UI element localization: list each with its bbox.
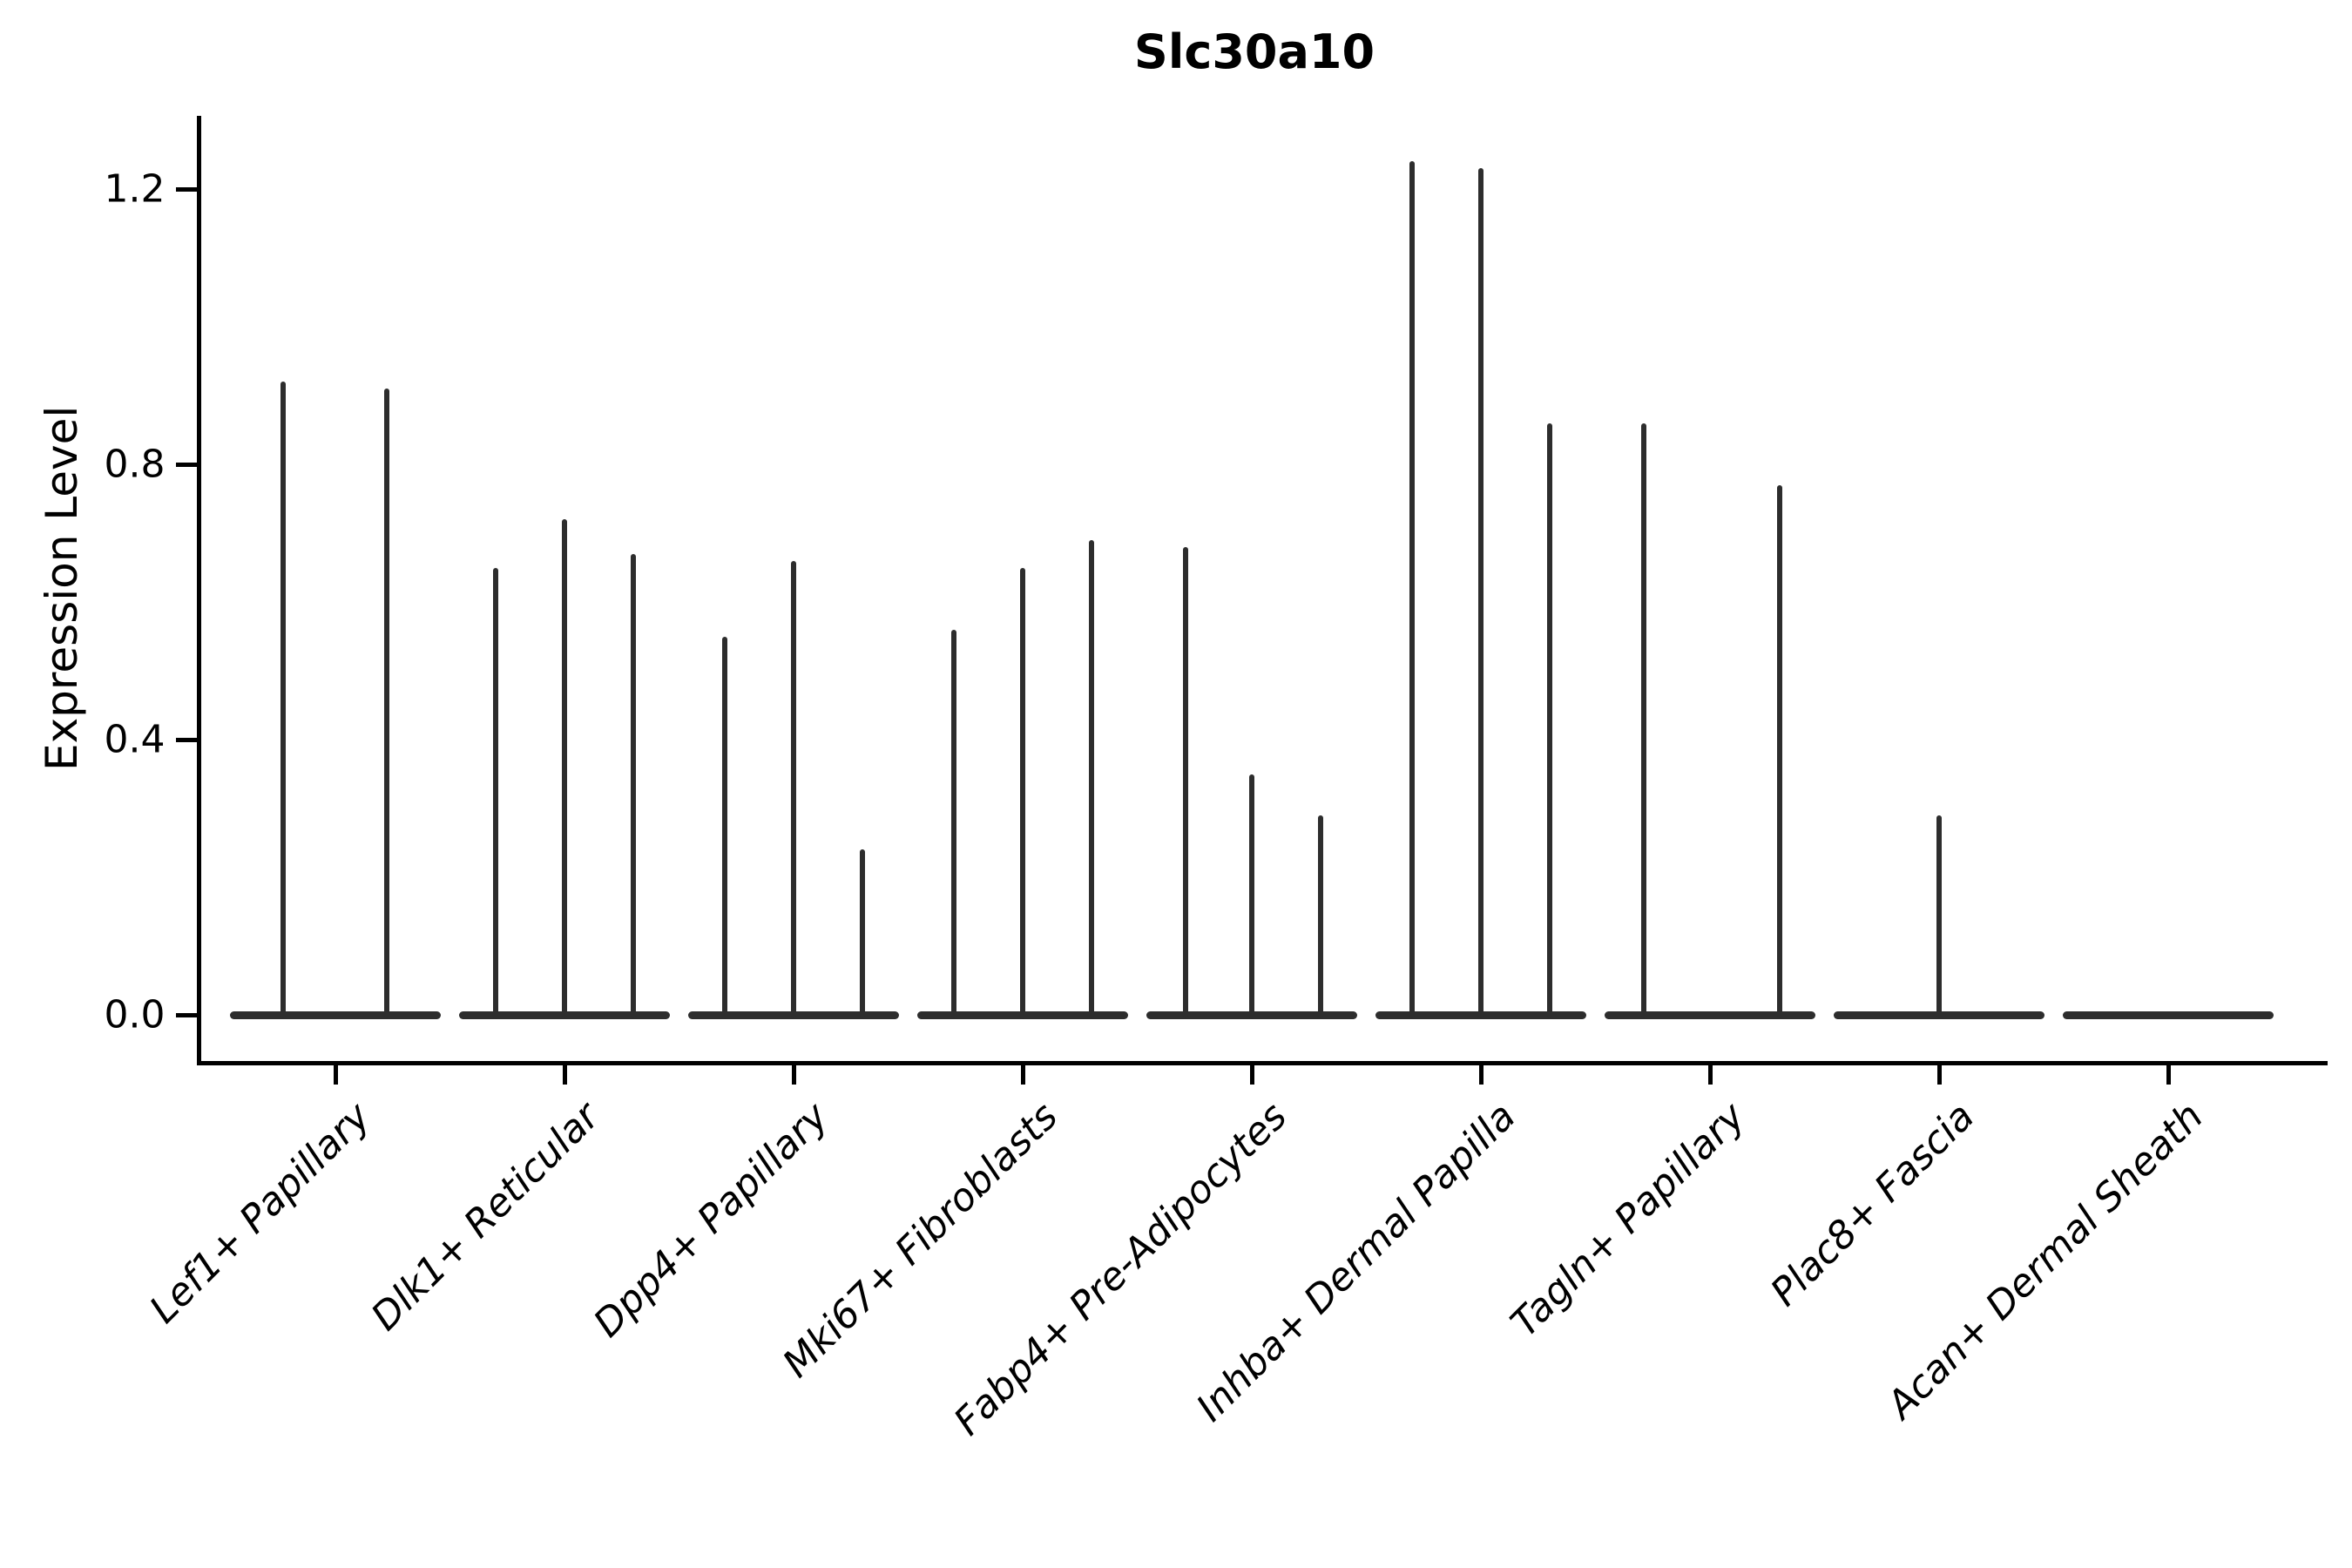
plot-title: Slc30a10 (1133, 24, 1375, 79)
x-tick-mark (1020, 1065, 1025, 1085)
y-tick-label: 0.4 (104, 717, 166, 762)
y-axis-label: Expression Level (37, 405, 87, 771)
violin-spike (280, 382, 286, 1019)
x-tick-mark (1478, 1065, 1484, 1085)
y-tick-label: 1.2 (104, 166, 166, 212)
violin-spike (1409, 161, 1415, 1019)
violin-spike (860, 849, 865, 1019)
violin-spike (1641, 422, 1646, 1019)
violin-spike (1936, 814, 1942, 1019)
x-axis-spine (196, 1061, 2328, 1065)
violin-base (2063, 1010, 2274, 1019)
y-tick-mark (175, 1012, 197, 1017)
violin-spike (384, 389, 389, 1019)
violin-base (1605, 1010, 1815, 1019)
x-tick-label: Plac8+ Fascia (1761, 1094, 1984, 1315)
x-tick-label: Lef1+ Papillary (141, 1094, 380, 1333)
violin-base (230, 1010, 441, 1019)
violin-spike (1547, 422, 1552, 1019)
x-tick-mark (1936, 1065, 1942, 1085)
violin-spike (1183, 546, 1188, 1019)
x-tick-label: Dpp4+ Papillary (585, 1094, 838, 1347)
x-tick-mark (333, 1065, 338, 1085)
violin-spike (1020, 567, 1025, 1019)
x-tick-mark (1249, 1065, 1254, 1085)
x-tick-label: Dlk1+ Reticular (362, 1094, 609, 1340)
y-tick-label: 0.0 (104, 992, 166, 1037)
violin-spike (493, 567, 498, 1019)
violin-spike (951, 629, 956, 1019)
y-tick-mark (175, 186, 197, 192)
x-tick-label: Tagln+ Papillary (1502, 1094, 1754, 1346)
violin-spike (1777, 484, 1782, 1019)
y-tick-mark (175, 737, 197, 742)
violin-spike (1478, 168, 1484, 1019)
x-tick-mark (2166, 1065, 2171, 1085)
violin-spike (562, 519, 567, 1019)
violin-spike (791, 560, 796, 1019)
y-axis-spine (196, 116, 201, 1065)
violin-spike (1249, 774, 1254, 1019)
violin-spike (722, 636, 727, 1019)
violin-spike (631, 553, 636, 1019)
y-tick-mark (175, 462, 197, 467)
x-tick-mark (562, 1065, 567, 1085)
x-tick-mark (1707, 1065, 1713, 1085)
x-tick-mark (791, 1065, 796, 1085)
violin-spike (1089, 539, 1094, 1019)
violin-spike (1318, 814, 1323, 1019)
y-tick-label: 0.8 (104, 442, 166, 487)
